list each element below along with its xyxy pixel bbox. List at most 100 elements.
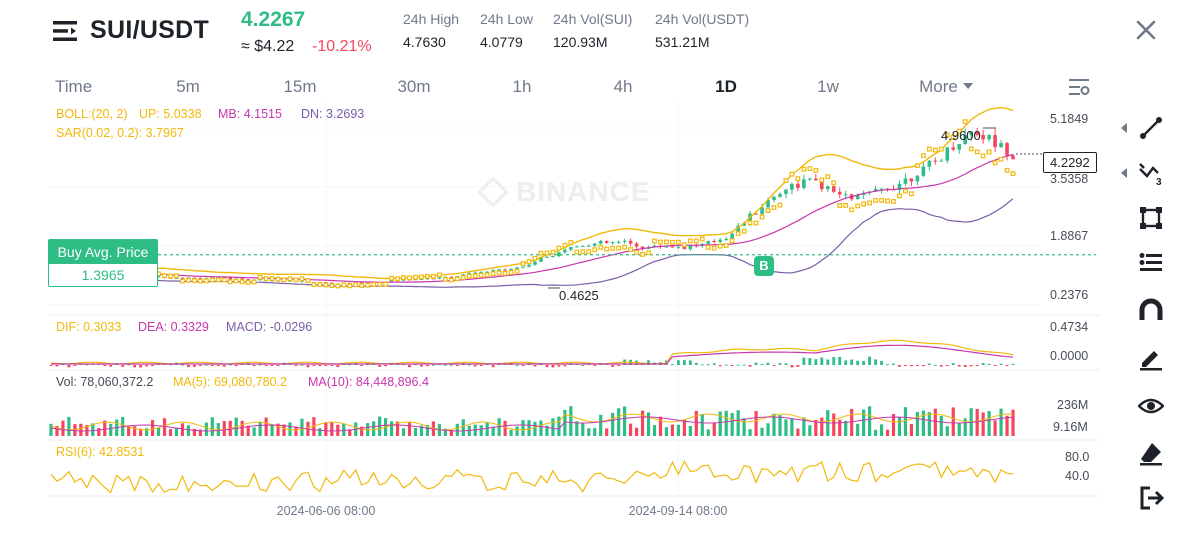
volume-bar bbox=[545, 425, 549, 436]
chart-area[interactable]: BINANCE BOLL:(20, 2) UP: 5.0338 MB: 4.15… bbox=[0, 100, 1100, 536]
sar-dot bbox=[293, 277, 299, 283]
sar-dot bbox=[275, 276, 281, 282]
volume-value: Vol: 78,060,372.2 bbox=[56, 375, 154, 389]
macd-bar bbox=[533, 365, 537, 367]
tab-30m[interactable]: 30m bbox=[397, 77, 431, 96]
buy-avg-price-badge[interactable]: Buy Avg. Price 1.3965 bbox=[48, 239, 158, 287]
sar-dot bbox=[789, 171, 795, 177]
volume-bar bbox=[539, 420, 543, 436]
boll-label: BOLL:(20, 2) bbox=[56, 107, 128, 121]
buy-marker[interactable]: B bbox=[754, 256, 774, 276]
macd-bar bbox=[515, 364, 519, 366]
sar-dot bbox=[837, 203, 843, 208]
macd-bar bbox=[318, 365, 322, 367]
tab-15m[interactable]: 15m bbox=[283, 77, 317, 96]
volume-ma10-line bbox=[50, 416, 1014, 432]
volume-bar bbox=[658, 416, 663, 436]
eye-icon[interactable] bbox=[1138, 393, 1164, 419]
candle-body bbox=[814, 178, 818, 181]
sar-dot bbox=[592, 247, 598, 253]
macd-bar bbox=[671, 364, 674, 366]
sar-dot bbox=[191, 278, 197, 283]
candle-body bbox=[509, 268, 513, 270]
sar-dot bbox=[281, 277, 287, 283]
menu-icon[interactable] bbox=[52, 18, 78, 44]
tab-time[interactable]: Time bbox=[55, 77, 93, 96]
volume-bar bbox=[808, 425, 812, 436]
chart-canvas[interactable] bbox=[0, 100, 1100, 536]
candle-body bbox=[993, 135, 997, 148]
candle-body bbox=[676, 246, 681, 248]
candle-body bbox=[843, 194, 848, 196]
expand-caret-icon[interactable] bbox=[1121, 168, 1127, 178]
trend-line-icon[interactable] bbox=[1138, 115, 1164, 141]
volume-bar bbox=[55, 426, 59, 436]
volume-bar bbox=[652, 425, 657, 436]
tab-1w[interactable]: 1w bbox=[817, 77, 839, 96]
macd-bar bbox=[563, 365, 567, 367]
macd-bar bbox=[766, 362, 770, 365]
sar-dot bbox=[849, 207, 855, 213]
candle-body bbox=[610, 242, 615, 244]
chart-settings-icon[interactable] bbox=[1068, 76, 1090, 98]
tab-5m[interactable]: 5m bbox=[176, 77, 200, 96]
candle-body bbox=[903, 178, 908, 184]
sar-dot bbox=[675, 239, 681, 245]
tab-4h[interactable]: 4h bbox=[613, 77, 633, 96]
multi-line-icon[interactable]: 3 bbox=[1138, 160, 1164, 186]
exit-icon[interactable] bbox=[1138, 485, 1164, 511]
sar-dot bbox=[903, 188, 908, 194]
macd-bar bbox=[856, 360, 860, 365]
macd-bar bbox=[892, 363, 895, 365]
macd-bar bbox=[55, 365, 59, 367]
volume-bar bbox=[127, 425, 131, 436]
pair-title[interactable]: SUI/USDT bbox=[90, 16, 210, 44]
volume-bar bbox=[533, 421, 537, 436]
buy-avg-value: 1.3965 bbox=[81, 267, 125, 283]
tab-more-label: More bbox=[919, 77, 958, 96]
tab-1d[interactable]: 1D bbox=[715, 77, 737, 96]
candle-body bbox=[778, 194, 782, 197]
rectangle-icon[interactable] bbox=[1138, 205, 1164, 231]
expand-caret-icon[interactable] bbox=[1121, 123, 1127, 133]
fib-icon[interactable] bbox=[1138, 250, 1164, 276]
boll-lower-line bbox=[50, 198, 1014, 288]
tab-more[interactable]: More bbox=[919, 77, 973, 97]
volume-bar bbox=[168, 429, 173, 436]
macd-bar bbox=[754, 362, 758, 365]
candle-body bbox=[784, 189, 788, 195]
candle-body bbox=[479, 271, 484, 273]
pen-icon[interactable] bbox=[1138, 345, 1164, 371]
volume-bar bbox=[527, 420, 531, 436]
sar-dot bbox=[962, 119, 968, 125]
sar-dot bbox=[825, 174, 831, 180]
macd-bar bbox=[916, 365, 919, 366]
close-icon[interactable] bbox=[1134, 18, 1158, 42]
candle-body bbox=[198, 277, 203, 279]
macd-bar bbox=[802, 357, 806, 365]
candle-body bbox=[449, 276, 454, 278]
macd-bar bbox=[939, 365, 943, 367]
volume-bar bbox=[868, 406, 872, 436]
macd-bar bbox=[987, 363, 991, 365]
macd-bar bbox=[904, 365, 907, 366]
sar-dot bbox=[944, 132, 950, 138]
tab-1h[interactable]: 1h bbox=[512, 77, 532, 96]
macd-bar bbox=[324, 365, 328, 366]
candle-body bbox=[981, 134, 985, 140]
volume-bar bbox=[856, 423, 860, 436]
candle-body bbox=[897, 183, 902, 190]
sar-dot bbox=[681, 242, 687, 248]
sar-dot bbox=[496, 270, 502, 276]
eraser-icon[interactable] bbox=[1138, 440, 1164, 466]
volume-bar bbox=[294, 426, 298, 436]
magnet-icon[interactable] bbox=[1138, 298, 1164, 324]
macd-bar bbox=[336, 365, 340, 368]
candle-body bbox=[389, 280, 394, 282]
macd-bar bbox=[420, 365, 423, 367]
macd-bar bbox=[951, 363, 955, 365]
sar-dot bbox=[263, 276, 269, 282]
sar-dot bbox=[747, 220, 753, 226]
macd-bar bbox=[216, 365, 220, 367]
volume-bar bbox=[993, 420, 997, 436]
